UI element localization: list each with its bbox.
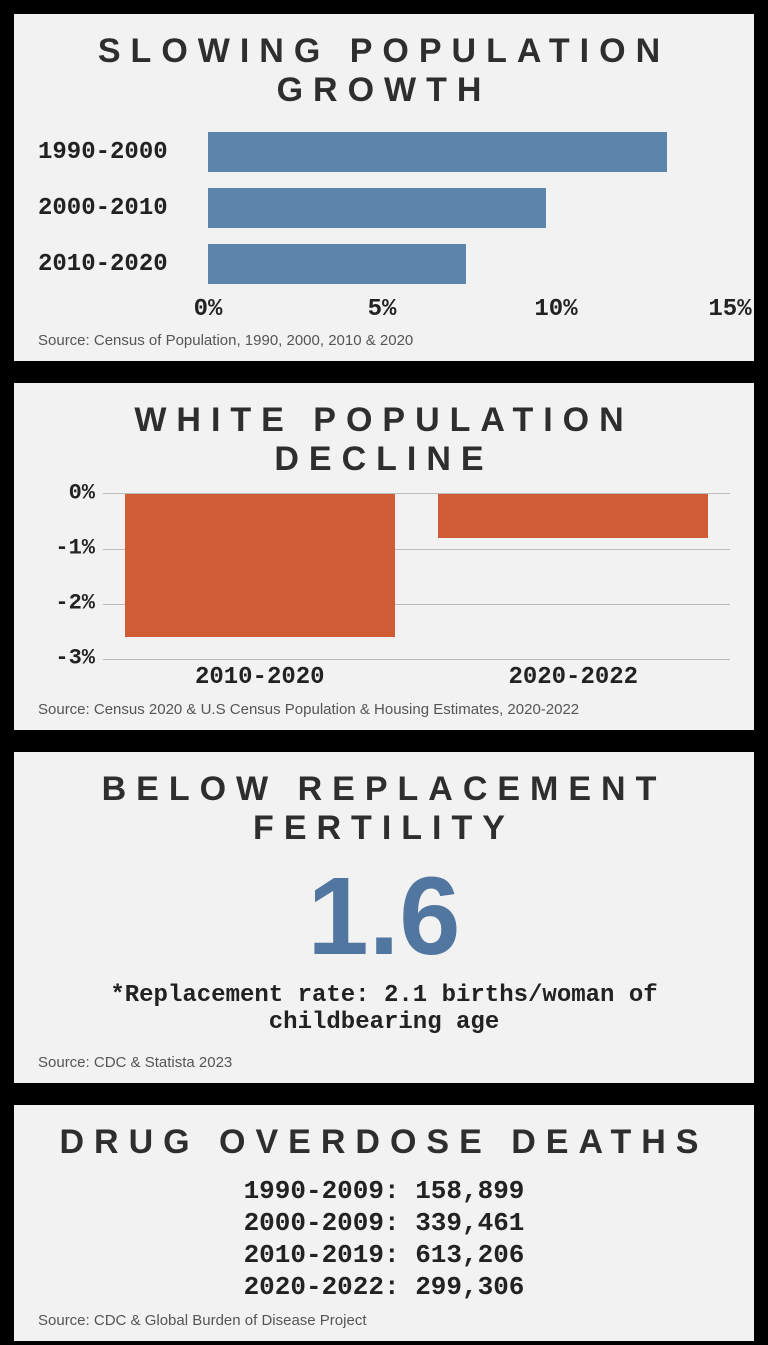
hbar-tick: 15%: [708, 296, 751, 323]
hbar-row: 2000-2010: [38, 180, 730, 236]
hbar-label: 1990-2000: [38, 139, 208, 166]
vbar-xlabel: 2020-2022: [417, 664, 731, 691]
hbar-bar: [208, 244, 466, 284]
hbar-plot: [208, 124, 730, 180]
hbar-label: 2010-2020: [38, 251, 208, 278]
vbar-y-axis: 0%-1%-2%-3%: [38, 493, 103, 658]
panel3-title: BELOW REPLACEMENT FERTILITY: [38, 770, 730, 848]
panel1-source: Source: Census of Population, 1990, 2000…: [38, 332, 730, 349]
overdose-row: 2010-2019: 613,206: [38, 1240, 730, 1270]
vbar-ylabel: 0%: [69, 481, 95, 506]
hbar-bar: [208, 188, 546, 228]
vbar-ylabel: -2%: [55, 591, 95, 616]
vbar-gridline: [103, 659, 730, 660]
vbar-plot: [103, 493, 730, 658]
fertility-value: 1.6: [38, 862, 730, 972]
panel-population-growth: SLOWING POPULATION GROWTH 1990-2000 2000-…: [10, 10, 758, 365]
hbar-tick: 5%: [368, 296, 397, 323]
panel2-source: Source: Census 2020 & U.S Census Populat…: [38, 701, 730, 718]
vbar-ylabel: -3%: [55, 646, 95, 671]
hbar-plot: [208, 236, 730, 292]
overdose-row: 2000-2009: 339,461: [38, 1208, 730, 1238]
panel-overdose: DRUG OVERDOSE DEATHS 1990-2009: 158,8992…: [10, 1101, 758, 1345]
panel1-title: SLOWING POPULATION GROWTH: [38, 32, 730, 110]
panel3-source: Source: CDC & Statista 2023: [38, 1054, 730, 1071]
panel4-title: DRUG OVERDOSE DEATHS: [38, 1123, 730, 1162]
panel-fertility: BELOW REPLACEMENT FERTILITY 1.6 *Replace…: [10, 748, 758, 1087]
panel2-title: WHITE POPULATION DECLINE: [38, 401, 730, 479]
hbar-tick: 0%: [194, 296, 223, 323]
fertility-note: *Replacement rate: 2.1 births/woman of c…: [38, 982, 730, 1036]
hbar-row: 1990-2000: [38, 124, 730, 180]
panel4-source: Source: CDC & Global Burden of Disease P…: [38, 1312, 730, 1329]
vbar-bar: [438, 494, 708, 538]
hbar-chart: 1990-20002000-20102010-2020 0%5%10%15%: [38, 124, 730, 322]
hbar-label: 2000-2010: [38, 195, 208, 222]
hbar-bar: [208, 132, 667, 172]
vbar-x-axis: 2010-20202020-2022: [103, 664, 730, 691]
overdose-data-list: 1990-2009: 158,8992000-2009: 339,4612010…: [38, 1176, 730, 1302]
hbar-x-axis: 0%5%10%15%: [208, 292, 730, 322]
panel-white-decline: WHITE POPULATION DECLINE 0% -1% -2% -3% 201…: [10, 379, 758, 734]
vbar-bar: [125, 494, 395, 637]
vbar-xlabel: 2010-2020: [103, 664, 417, 691]
vbar-chart: 0%-1%-2%-3%: [38, 493, 730, 658]
overdose-row: 2020-2022: 299,306: [38, 1272, 730, 1302]
hbar-row: 2010-2020: [38, 236, 730, 292]
hbar-tick: 10%: [534, 296, 577, 323]
vbar-ylabel: -1%: [55, 536, 95, 561]
hbar-plot: [208, 180, 730, 236]
overdose-row: 1990-2009: 158,899: [38, 1176, 730, 1206]
